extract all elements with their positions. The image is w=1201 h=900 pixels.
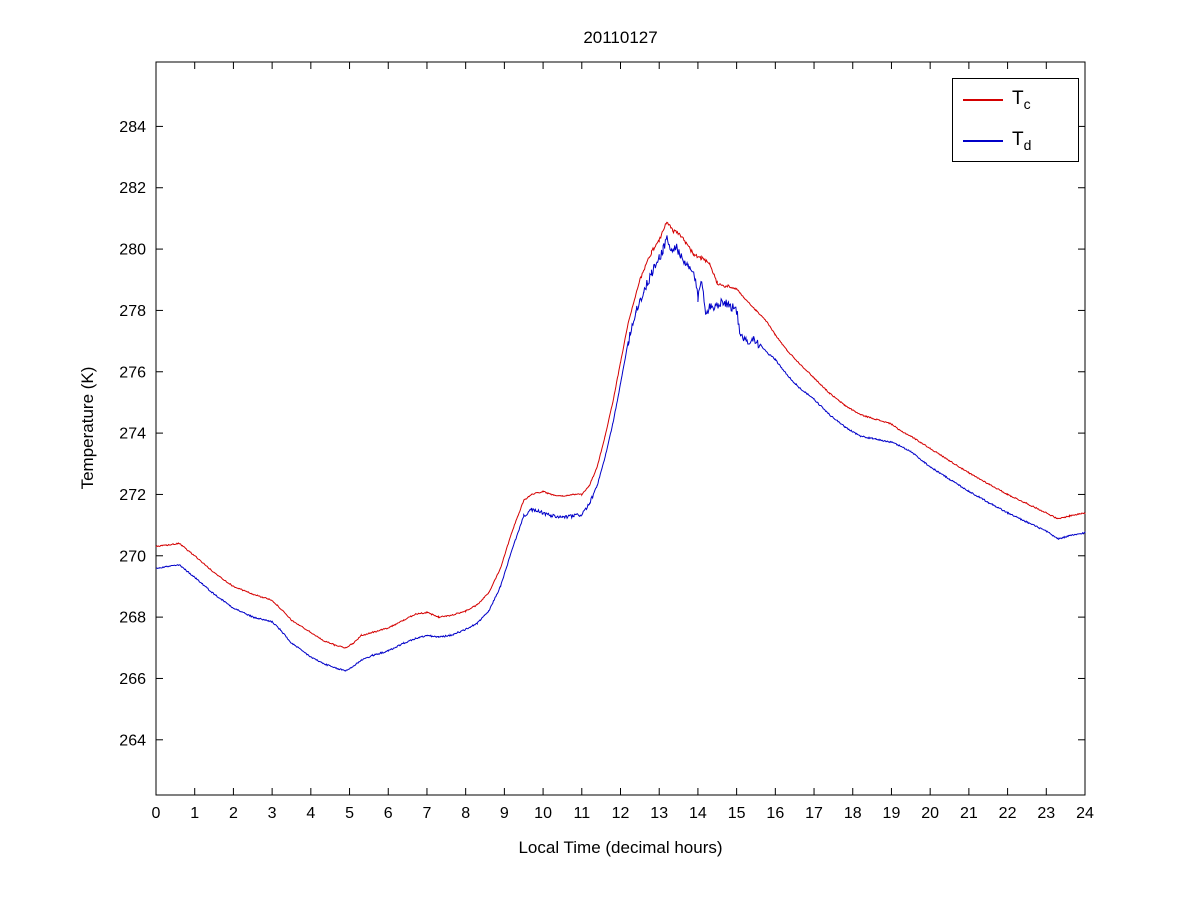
svg-text:19: 19 (883, 805, 901, 822)
legend-label-td-main: T (1012, 128, 1024, 150)
svg-text:272: 272 (119, 487, 146, 504)
legend-label-tc: Tc (1012, 89, 1031, 111)
svg-text:270: 270 (119, 548, 146, 565)
svg-text:11: 11 (573, 805, 590, 822)
svg-text:8: 8 (461, 805, 470, 822)
svg-text:266: 266 (119, 671, 146, 688)
svg-text:10: 10 (534, 805, 552, 822)
svg-text:17: 17 (805, 805, 823, 822)
svg-text:6: 6 (384, 805, 393, 822)
svg-text:276: 276 (119, 364, 146, 381)
svg-text:21: 21 (960, 805, 978, 822)
svg-text:24: 24 (1076, 805, 1094, 822)
svg-text:274: 274 (119, 426, 146, 443)
legend-line-td (963, 139, 1003, 142)
chart-title: 20110127 (583, 28, 658, 47)
svg-text:278: 278 (119, 303, 146, 320)
legend-label-td: Td (1012, 130, 1031, 152)
svg-text:5: 5 (345, 805, 354, 822)
legend-entry-tc: Tc (953, 80, 1078, 120)
svg-text:280: 280 (119, 242, 146, 259)
legend-line-tc (963, 98, 1003, 101)
svg-text:13: 13 (650, 805, 668, 822)
svg-text:0: 0 (152, 805, 161, 822)
svg-text:23: 23 (1037, 805, 1055, 822)
svg-text:268: 268 (119, 610, 146, 627)
svg-text:16: 16 (766, 805, 784, 822)
svg-text:3: 3 (268, 805, 277, 822)
svg-text:18: 18 (844, 805, 862, 822)
svg-text:264: 264 (119, 732, 146, 749)
svg-text:2: 2 (229, 805, 238, 822)
svg-text:22: 22 (999, 805, 1017, 822)
svg-text:1: 1 (190, 805, 199, 822)
legend-label-tc-sub: c (1023, 95, 1031, 112)
svg-text:14: 14 (689, 805, 707, 822)
y-axis-label: Temperature (K) (78, 366, 97, 490)
svg-text:284: 284 (119, 119, 146, 136)
svg-text:282: 282 (119, 180, 146, 197)
svg-text:9: 9 (500, 805, 509, 822)
x-axis-label: Local Time (decimal hours) (518, 838, 723, 857)
legend-entry-td: Td (953, 121, 1078, 161)
svg-text:15: 15 (728, 805, 746, 822)
svg-text:7: 7 (423, 805, 432, 822)
svg-text:12: 12 (612, 805, 630, 822)
legend: Tc Td (952, 78, 1079, 162)
legend-label-tc-main: T (1012, 87, 1024, 109)
legend-label-td-sub: d (1023, 136, 1032, 153)
svg-text:20: 20 (921, 805, 939, 822)
svg-text:4: 4 (306, 805, 315, 822)
